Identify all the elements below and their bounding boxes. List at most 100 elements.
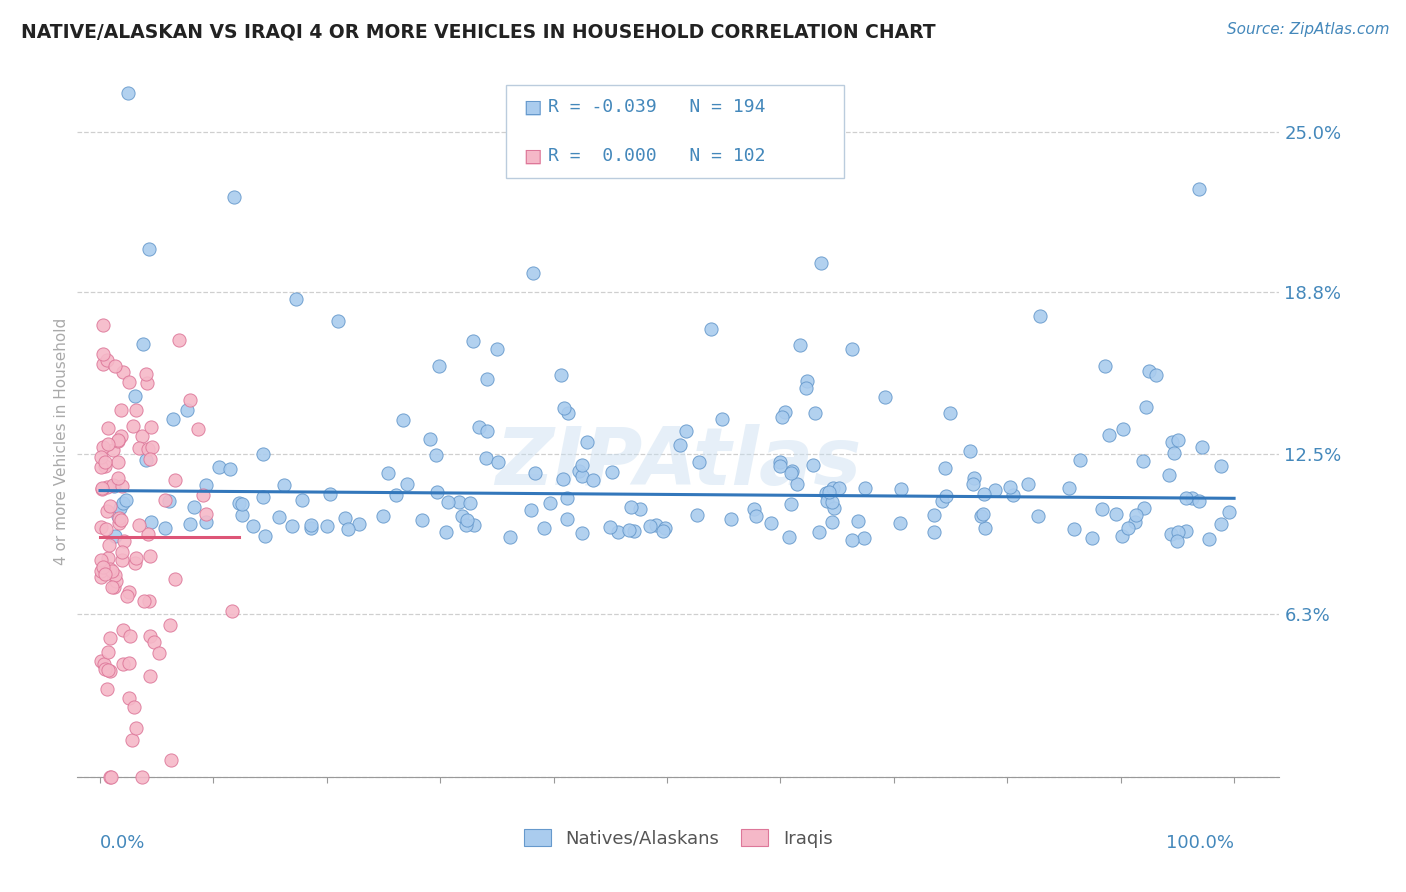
- Point: [711, 412, 734, 426]
- Point: [299, 521, 322, 535]
- Point: [90, 570, 112, 584]
- Point: [974, 521, 997, 535]
- Point: [685, 508, 707, 523]
- Point: [281, 519, 304, 533]
- Point: [90, 654, 112, 668]
- Point: [273, 477, 295, 491]
- Point: [231, 508, 253, 523]
- Point: [371, 508, 394, 523]
- Point: [801, 458, 824, 473]
- Point: [131, 770, 153, 784]
- Point: [628, 502, 651, 516]
- Point: [555, 512, 578, 526]
- Point: [163, 572, 186, 586]
- Point: [970, 508, 993, 523]
- Point: [873, 390, 896, 404]
- Point: [461, 334, 484, 349]
- Point: [456, 513, 478, 527]
- Point: [789, 338, 811, 352]
- Point: [934, 461, 956, 475]
- Point: [101, 581, 124, 595]
- Point: [1135, 400, 1157, 414]
- Point: [817, 485, 839, 500]
- Point: [815, 493, 838, 508]
- Point: [922, 525, 945, 540]
- Point: [600, 465, 623, 479]
- Point: [475, 451, 498, 466]
- Point: [207, 460, 229, 475]
- Point: [124, 389, 146, 403]
- Point: [135, 376, 157, 390]
- Point: [108, 516, 131, 531]
- Point: [254, 529, 277, 543]
- Point: [688, 455, 710, 469]
- Point: [138, 242, 160, 256]
- Point: [104, 567, 127, 582]
- Point: [96, 522, 118, 536]
- Point: [98, 631, 121, 645]
- Point: [96, 503, 118, 517]
- Point: [122, 699, 145, 714]
- Point: [426, 484, 449, 499]
- Point: [582, 473, 605, 487]
- Point: [1069, 453, 1091, 467]
- Point: [742, 501, 765, 516]
- Point: [828, 481, 851, 495]
- Point: [96, 437, 118, 451]
- Point: [841, 533, 863, 547]
- Y-axis label: 4 or more Vehicles in Household: 4 or more Vehicles in Household: [53, 318, 69, 566]
- Point: [761, 516, 783, 531]
- Point: [125, 550, 148, 565]
- Point: [1063, 522, 1085, 536]
- Point: [780, 497, 803, 511]
- Text: 0.0%: 0.0%: [100, 834, 145, 852]
- Point: [1163, 445, 1185, 459]
- Point: [231, 497, 253, 511]
- Point: [160, 753, 183, 767]
- Point: [107, 455, 129, 469]
- Text: □: □: [523, 146, 541, 166]
- Point: [468, 419, 491, 434]
- Point: [148, 646, 170, 660]
- Point: [675, 425, 697, 439]
- Point: [111, 365, 134, 379]
- Point: [125, 721, 148, 735]
- Point: [640, 519, 662, 533]
- Point: [159, 618, 181, 632]
- Point: [163, 473, 186, 487]
- Point: [814, 485, 837, 500]
- Point: [599, 520, 621, 534]
- Point: [1160, 527, 1182, 541]
- Text: R = -0.039   N = 194: R = -0.039 N = 194: [548, 98, 766, 116]
- Point: [1188, 182, 1211, 196]
- Point: [1209, 517, 1232, 532]
- Point: [138, 669, 160, 683]
- Point: [111, 623, 134, 637]
- Point: [143, 635, 166, 649]
- Point: [449, 495, 471, 509]
- Point: [110, 402, 132, 417]
- Point: [139, 516, 162, 530]
- Point: [959, 444, 981, 458]
- Point: [110, 500, 132, 515]
- Point: [111, 479, 134, 493]
- Text: ■: ■: [523, 97, 541, 117]
- Point: [555, 491, 578, 505]
- Point: [112, 534, 135, 549]
- Point: [336, 522, 359, 536]
- Point: [90, 450, 112, 464]
- Point: [134, 594, 156, 608]
- Point: [104, 529, 127, 543]
- Point: [720, 512, 742, 526]
- Point: [94, 567, 117, 582]
- Point: [852, 531, 875, 545]
- Text: □: □: [523, 97, 541, 117]
- Point: [115, 590, 138, 604]
- Point: [769, 458, 792, 473]
- Point: [522, 266, 544, 280]
- Point: [139, 629, 162, 643]
- Point: [221, 604, 243, 618]
- Point: [125, 403, 148, 417]
- Point: [97, 421, 120, 435]
- Point: [187, 422, 209, 436]
